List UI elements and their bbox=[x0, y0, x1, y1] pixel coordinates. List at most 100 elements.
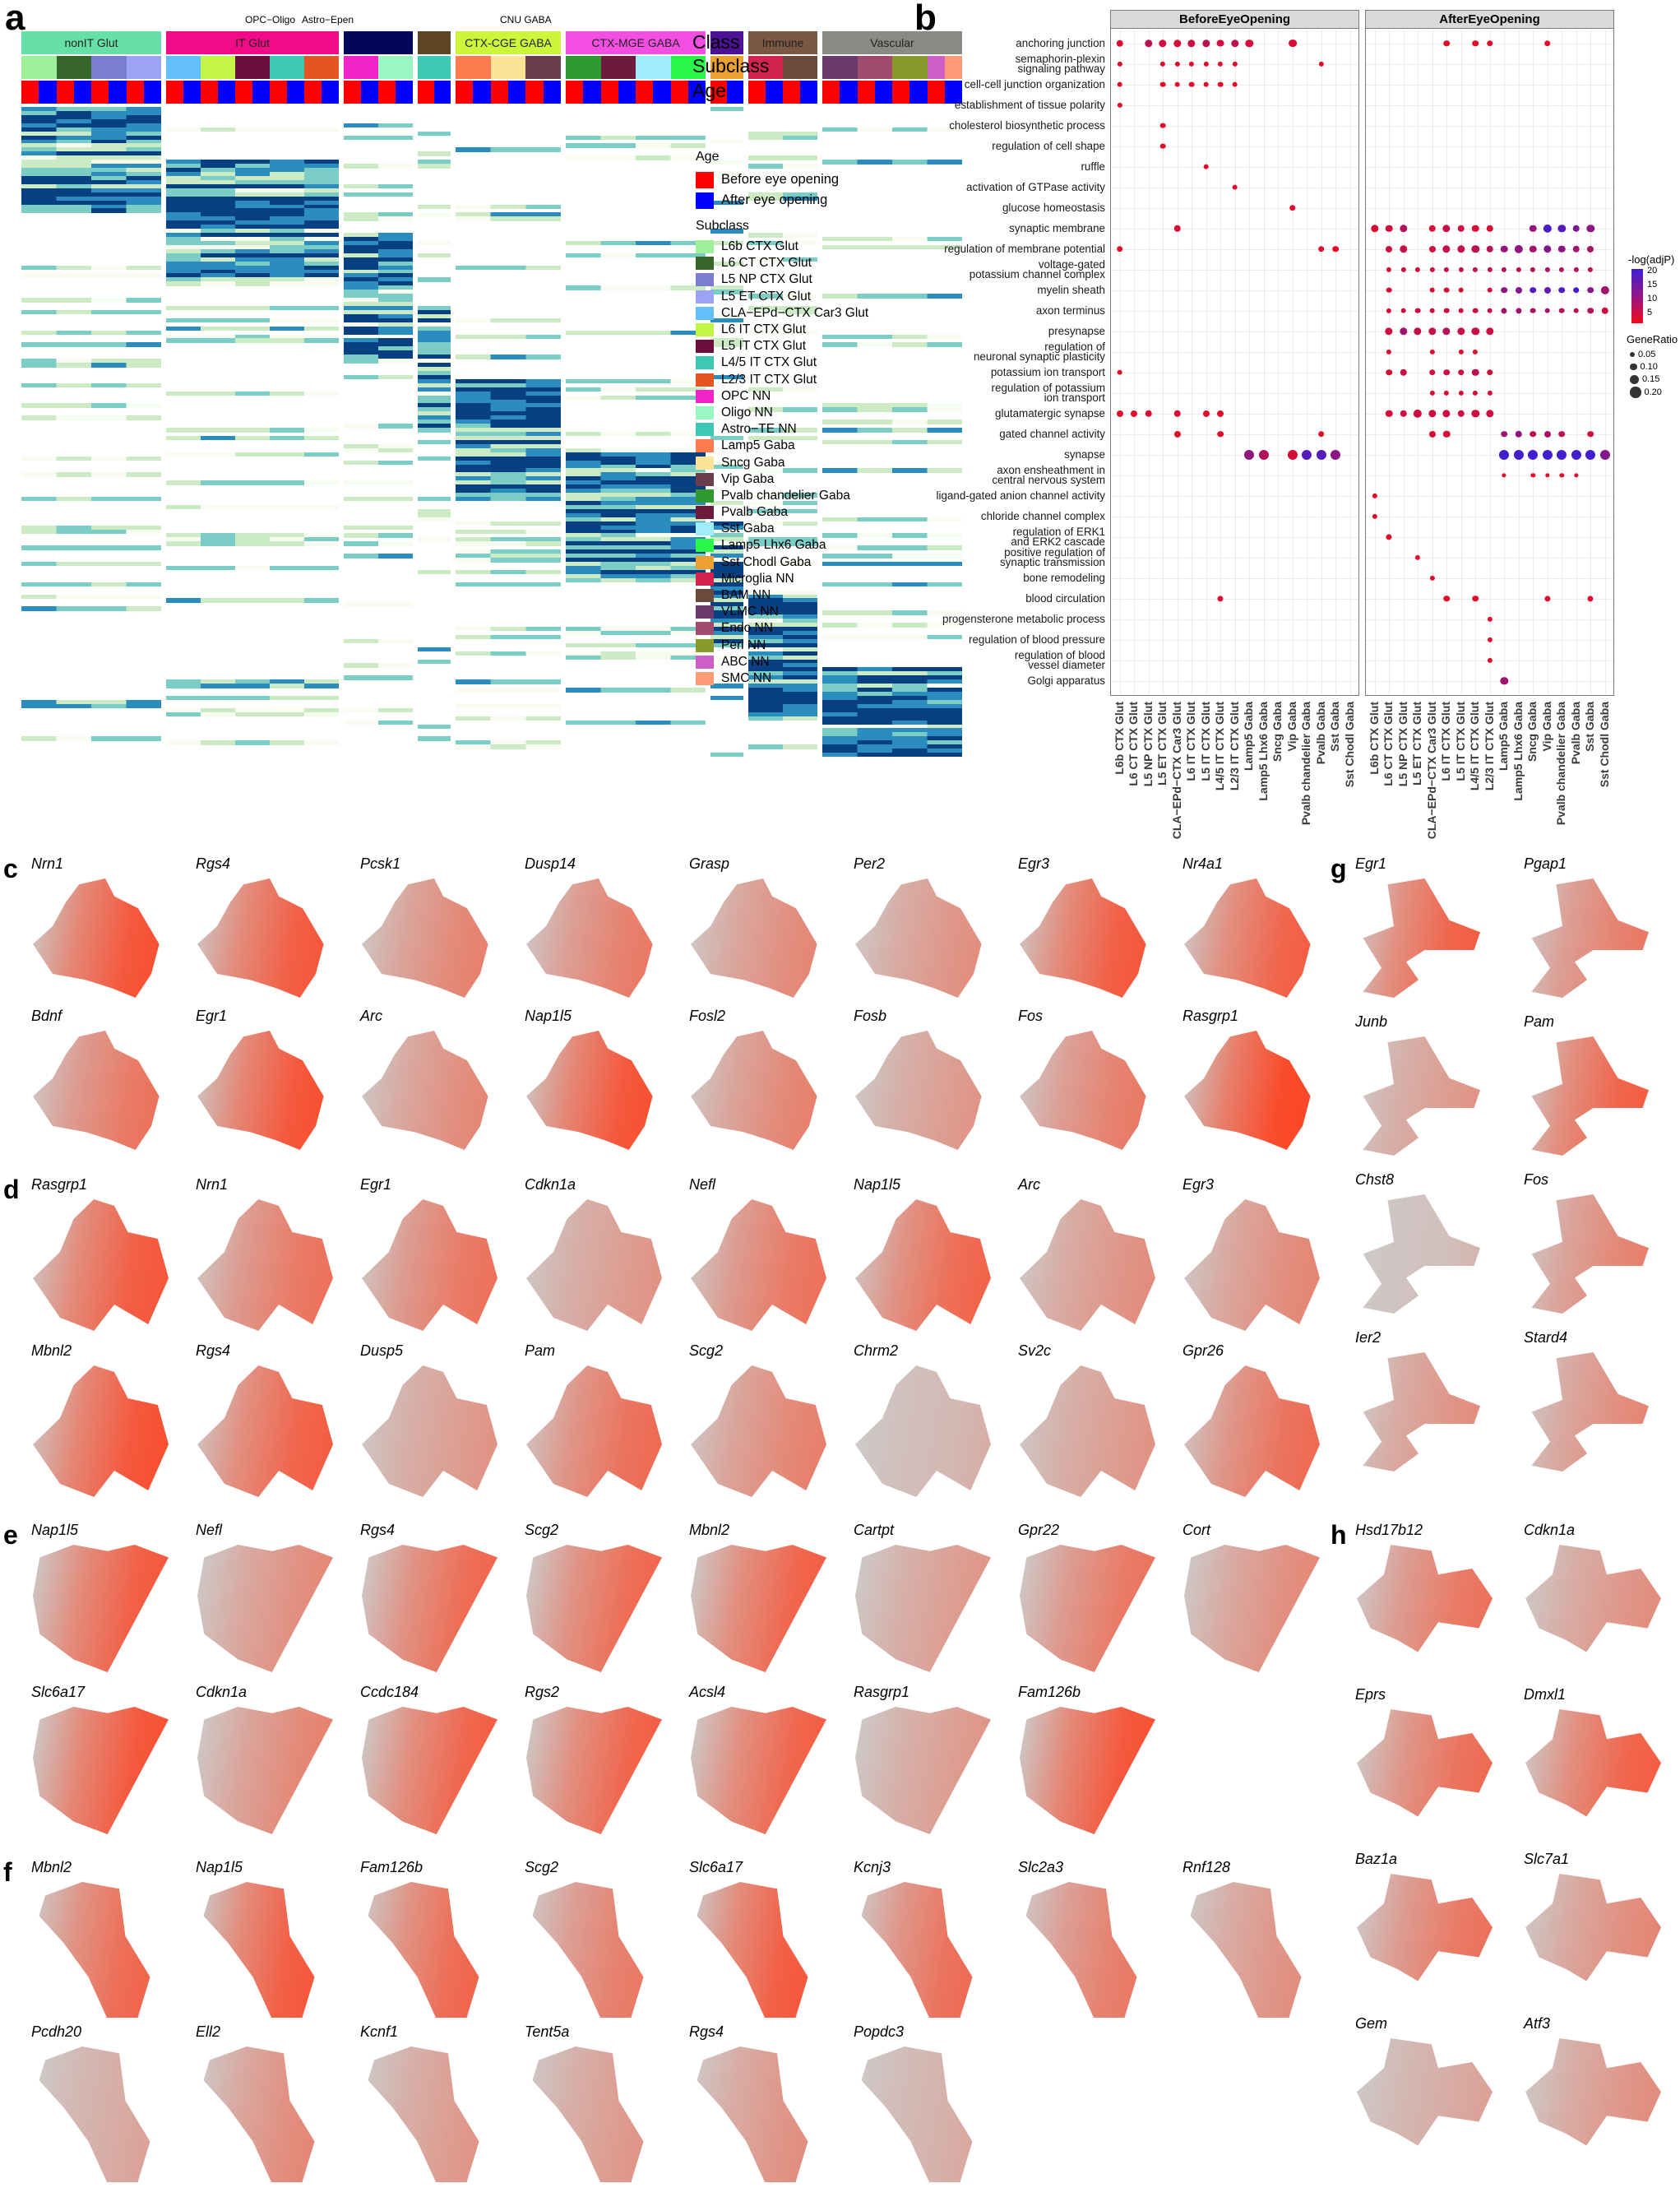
umap-plot: Rasgrp1 bbox=[1176, 1008, 1340, 1152]
x-axis-label: Sncg Gaba bbox=[1270, 702, 1284, 762]
umap-embedding bbox=[362, 1365, 498, 1497]
legend-swatch bbox=[696, 589, 714, 603]
gene-label: Mbnl2 bbox=[31, 1859, 72, 1875]
umap-embedding bbox=[368, 2046, 479, 2182]
grid-line bbox=[1111, 475, 1358, 476]
heatmap-row bbox=[21, 273, 161, 278]
data-point bbox=[1429, 390, 1435, 396]
x-axis-label: L6 IT CTX Glut bbox=[1184, 702, 1198, 781]
heatmap-row bbox=[344, 443, 413, 449]
heatmap-row bbox=[456, 216, 561, 221]
umap-embedding bbox=[33, 878, 160, 998]
heatmap-row bbox=[21, 200, 161, 205]
heatmap-row bbox=[748, 634, 817, 640]
umap-embedding bbox=[197, 1365, 333, 1497]
heatmap-row bbox=[566, 554, 706, 559]
age-cell bbox=[39, 81, 57, 104]
heatmap-row bbox=[748, 671, 817, 676]
subclass-legend-item: Pvalb Gaba bbox=[696, 504, 868, 521]
heatmap-row bbox=[344, 164, 413, 169]
panel-letter-a: a bbox=[5, 0, 25, 38]
gene-label: Bdnf bbox=[31, 1008, 62, 1024]
umap-embedding bbox=[855, 1199, 991, 1331]
umap-embedding bbox=[362, 1199, 498, 1331]
subclass-bar bbox=[748, 56, 817, 79]
data-point bbox=[1472, 349, 1479, 355]
gene-label: Nap1l5 bbox=[31, 1522, 79, 1538]
data-point bbox=[1471, 409, 1479, 418]
legend-swatch bbox=[696, 622, 714, 636]
heatmap-row bbox=[566, 493, 706, 498]
go-term-label: regulation of cell shape bbox=[992, 139, 1105, 152]
heatmap-row bbox=[418, 164, 451, 169]
heatmap-row bbox=[710, 619, 743, 623]
age-legend-item: Before eye opening bbox=[696, 169, 868, 190]
data-point bbox=[1385, 410, 1393, 417]
go-term-label: regulation of neuronal synaptic plasticit… bbox=[973, 340, 1105, 363]
data-point bbox=[1443, 287, 1450, 293]
data-point bbox=[1232, 184, 1238, 190]
heatmap-row bbox=[566, 476, 706, 481]
data-point bbox=[1116, 410, 1123, 417]
heatmap-row bbox=[418, 403, 451, 408]
heatmap-row bbox=[456, 317, 561, 323]
data-point bbox=[1515, 286, 1522, 294]
umap-plot: Rgs4 bbox=[189, 855, 354, 999]
data-point bbox=[1471, 244, 1479, 253]
heatmap-row bbox=[166, 684, 339, 688]
data-point bbox=[1442, 409, 1451, 418]
heatmap-row bbox=[710, 529, 743, 534]
heatmap-row bbox=[566, 500, 706, 506]
umap-embedding bbox=[362, 1707, 498, 1834]
grid-line bbox=[1418, 29, 1419, 695]
subclass-cell bbox=[618, 56, 636, 79]
subclass-bar bbox=[456, 56, 561, 79]
heatmap-row bbox=[344, 554, 413, 559]
data-point bbox=[1428, 409, 1437, 418]
heatmap-row bbox=[21, 192, 161, 197]
heatmap-row bbox=[21, 123, 161, 128]
heatmap-row bbox=[710, 586, 743, 591]
umap-embedding bbox=[1020, 1365, 1155, 1497]
grid-line bbox=[1518, 29, 1520, 695]
heatmap-row bbox=[166, 183, 339, 189]
data-point bbox=[1414, 554, 1421, 560]
heatmap-row bbox=[344, 346, 413, 351]
grid-line bbox=[1349, 29, 1351, 695]
heatmap-row bbox=[710, 435, 743, 441]
legend-label: L5 ET CTX Glut bbox=[721, 289, 812, 304]
umap-embedding bbox=[691, 1707, 826, 1834]
x-axis-label: Sst Chodl Gaba bbox=[1597, 702, 1611, 788]
heatmap-row bbox=[456, 549, 561, 554]
data-point bbox=[1516, 307, 1522, 314]
gene-label: Gem bbox=[1355, 2015, 1388, 2032]
data-point bbox=[1514, 244, 1523, 253]
heatmap-row bbox=[748, 508, 817, 514]
heatmap-row bbox=[456, 537, 561, 542]
heatmap-row bbox=[166, 695, 339, 701]
legend-label: Peri NN bbox=[721, 637, 766, 652]
umap-plot: Nefl bbox=[683, 1176, 847, 1333]
heatmap-row bbox=[456, 428, 561, 433]
heatmap-row bbox=[710, 290, 743, 294]
heatmap-row bbox=[418, 346, 451, 351]
heatmap-row bbox=[710, 200, 743, 205]
data-point bbox=[1544, 595, 1551, 602]
subclass-legend-item: BAM NN bbox=[696, 587, 868, 604]
umap-plot: Nap1l5 bbox=[847, 1176, 1011, 1333]
panel-g-umap-grid: g Egr1 Pgap1 Junb Pam Chst8 Fos Ier2 Stard4 bbox=[1324, 855, 1680, 1513]
panel-letter-b: b bbox=[914, 0, 937, 38]
heatmap-row bbox=[344, 305, 413, 311]
umap-embedding bbox=[1357, 2038, 1493, 2146]
heatmap-row bbox=[344, 257, 413, 262]
heatmap-row bbox=[21, 330, 161, 335]
heatmap-row bbox=[748, 493, 817, 498]
umap-plot: Tent5a bbox=[518, 2023, 683, 2182]
go-term-label: activation of GTPase activity bbox=[966, 180, 1105, 193]
umap-embedding bbox=[197, 878, 324, 998]
x-axis-label: L4/5 IT CTX Glut bbox=[1213, 702, 1227, 791]
heatmap-row bbox=[166, 257, 339, 262]
heatmap-row bbox=[21, 127, 161, 132]
data-point bbox=[1429, 287, 1435, 293]
heatmap-row bbox=[748, 619, 817, 623]
